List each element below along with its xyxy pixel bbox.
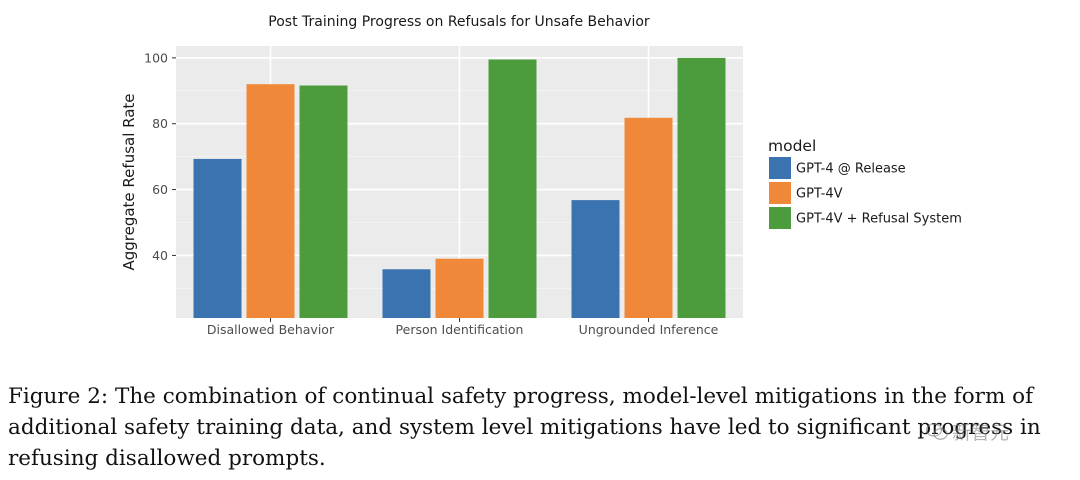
chart-title: Post Training Progress on Refusals for U… [268, 14, 650, 30]
chart: 40 60 80 100 Disallowed Behavior Person Iden… [120, 14, 962, 337]
x-tick-label: Person Identification [396, 322, 524, 337]
y-axis: 40 60 80 100 [144, 50, 176, 263]
bar [677, 57, 726, 318]
x-axis: Disallowed Behavior Person Identification… [207, 318, 719, 337]
legend-swatch [769, 207, 791, 229]
legend-swatch [769, 182, 791, 204]
legend-title: model [768, 137, 816, 155]
legend-label: GPT-4 @ Release [796, 162, 906, 177]
legend: model GPT-4 @ Release GPT-4V GPT-4V + Refu… [768, 137, 962, 229]
bar [624, 117, 673, 318]
y-axis-label: Aggregate Refusal Rate [120, 93, 138, 270]
y-tick-label: 60 [152, 182, 168, 197]
legend-swatch [769, 157, 791, 179]
figure-caption: Figure 2: The combination of continual s… [8, 384, 1041, 471]
y-tick-label: 80 [152, 116, 168, 131]
wechat-icon [926, 422, 948, 440]
bars [193, 57, 726, 318]
bar [193, 158, 242, 318]
legend-label: GPT-4V + Refusal System [796, 212, 962, 227]
watermark-text: 新智元 [952, 422, 1010, 444]
bar [382, 269, 431, 318]
watermark: 新智元 [926, 418, 1009, 445]
bar [488, 59, 537, 318]
bar [246, 84, 295, 318]
bar [435, 258, 484, 318]
bar [571, 200, 620, 318]
y-tick-label: 40 [152, 248, 168, 263]
legend-label: GPT-4V [796, 187, 843, 202]
y-tick-label: 100 [144, 50, 168, 65]
x-tick-label: Ungrounded Inference [579, 322, 719, 337]
x-tick-label: Disallowed Behavior [207, 322, 335, 337]
bar [299, 85, 348, 318]
